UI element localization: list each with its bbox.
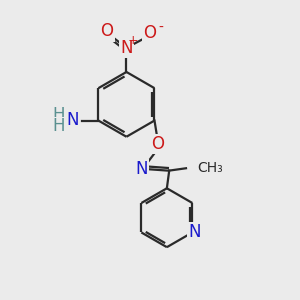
Text: N: N (135, 160, 148, 178)
Text: N: N (120, 39, 133, 57)
Text: H: H (53, 106, 65, 124)
Text: N: N (188, 224, 201, 242)
Text: H: H (53, 117, 65, 135)
Text: O: O (100, 22, 113, 40)
Text: O: O (151, 135, 164, 153)
Text: CH₃: CH₃ (197, 161, 223, 175)
Text: N: N (67, 111, 79, 129)
Text: O: O (143, 24, 157, 42)
Text: +: + (128, 34, 138, 47)
Text: -: - (158, 21, 163, 35)
